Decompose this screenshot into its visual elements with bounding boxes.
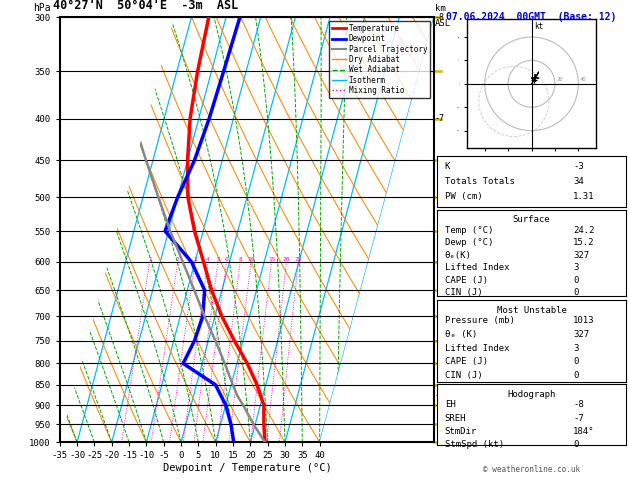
Text: Hodograph: Hodograph bbox=[508, 390, 555, 399]
Text: -1: -1 bbox=[435, 400, 445, 410]
Text: 10: 10 bbox=[247, 257, 255, 262]
Text: StmDir: StmDir bbox=[445, 427, 477, 436]
Text: 15.2: 15.2 bbox=[573, 238, 594, 247]
Text: 1013: 1013 bbox=[573, 316, 594, 325]
Text: 327: 327 bbox=[573, 330, 589, 339]
Text: 5: 5 bbox=[216, 257, 220, 262]
Text: 184°: 184° bbox=[573, 427, 594, 436]
Text: Totals Totals: Totals Totals bbox=[445, 177, 515, 186]
Text: km: km bbox=[435, 4, 445, 13]
Text: Most Unstable: Most Unstable bbox=[496, 306, 567, 314]
Text: -6: -6 bbox=[435, 193, 445, 202]
Text: -LCL: -LCL bbox=[435, 391, 455, 399]
Text: ASL: ASL bbox=[435, 19, 451, 28]
Text: 24.2: 24.2 bbox=[573, 226, 594, 235]
Text: -3: -3 bbox=[435, 336, 445, 345]
Text: -4: -4 bbox=[435, 312, 445, 321]
Text: PW (cm): PW (cm) bbox=[445, 192, 482, 201]
Text: 0: 0 bbox=[573, 371, 579, 380]
Text: -8: -8 bbox=[435, 13, 445, 21]
Text: 1: 1 bbox=[148, 257, 152, 262]
Text: 15: 15 bbox=[268, 257, 276, 262]
Text: 6: 6 bbox=[225, 257, 228, 262]
Text: 0: 0 bbox=[573, 276, 579, 285]
X-axis label: Dewpoint / Temperature (°C): Dewpoint / Temperature (°C) bbox=[162, 463, 331, 473]
Text: 40: 40 bbox=[579, 77, 586, 83]
Text: Dewp (°C): Dewp (°C) bbox=[445, 238, 493, 247]
Text: 40°27'N  50°04'E  -3m  ASL: 40°27'N 50°04'E -3m ASL bbox=[53, 0, 239, 12]
Text: 0: 0 bbox=[573, 357, 579, 366]
Text: CAPE (J): CAPE (J) bbox=[445, 357, 487, 366]
Text: 34: 34 bbox=[573, 177, 584, 186]
Text: -7: -7 bbox=[573, 414, 584, 423]
Text: 25: 25 bbox=[294, 257, 302, 262]
Text: CAPE (J): CAPE (J) bbox=[445, 276, 487, 285]
Text: 07.06.2024  00GMT  (Base: 12): 07.06.2024 00GMT (Base: 12) bbox=[447, 12, 616, 22]
Text: kt: kt bbox=[534, 22, 543, 31]
Text: hPa: hPa bbox=[33, 3, 51, 13]
Text: θₑ (K): θₑ (K) bbox=[445, 330, 477, 339]
Text: 2: 2 bbox=[176, 257, 180, 262]
Text: 3: 3 bbox=[573, 263, 579, 272]
Text: -5: -5 bbox=[435, 257, 445, 266]
Text: K: K bbox=[445, 162, 450, 171]
Text: Lifted Index: Lifted Index bbox=[445, 263, 509, 272]
Text: 20: 20 bbox=[556, 77, 562, 83]
Text: © weatheronline.co.uk: © weatheronline.co.uk bbox=[483, 465, 580, 474]
Text: StmSpd (kt): StmSpd (kt) bbox=[445, 440, 504, 450]
Text: CIN (J): CIN (J) bbox=[445, 371, 482, 380]
Text: -7: -7 bbox=[435, 114, 445, 123]
Text: θₑ(K): θₑ(K) bbox=[445, 251, 472, 260]
Text: -8: -8 bbox=[573, 400, 584, 409]
Text: 0: 0 bbox=[573, 288, 579, 297]
Text: -3: -3 bbox=[573, 162, 584, 171]
Legend: Temperature, Dewpoint, Parcel Trajectory, Dry Adiabat, Wet Adiabat, Isotherm, Mi: Temperature, Dewpoint, Parcel Trajectory… bbox=[330, 21, 430, 98]
Text: EH: EH bbox=[445, 400, 455, 409]
Text: 3: 3 bbox=[573, 344, 579, 353]
Text: Pressure (mb): Pressure (mb) bbox=[445, 316, 515, 325]
Text: 3: 3 bbox=[193, 257, 197, 262]
Text: 0: 0 bbox=[573, 440, 579, 450]
Text: Lifted Index: Lifted Index bbox=[445, 344, 509, 353]
Text: 20: 20 bbox=[283, 257, 291, 262]
Text: 327: 327 bbox=[573, 251, 589, 260]
Text: 1.31: 1.31 bbox=[573, 192, 594, 201]
Text: 8: 8 bbox=[238, 257, 242, 262]
Text: CIN (J): CIN (J) bbox=[445, 288, 482, 297]
Text: 4: 4 bbox=[206, 257, 209, 262]
Text: Surface: Surface bbox=[513, 215, 550, 224]
Text: SREH: SREH bbox=[445, 414, 466, 423]
Text: -2: -2 bbox=[435, 359, 445, 368]
Text: Temp (°C): Temp (°C) bbox=[445, 226, 493, 235]
